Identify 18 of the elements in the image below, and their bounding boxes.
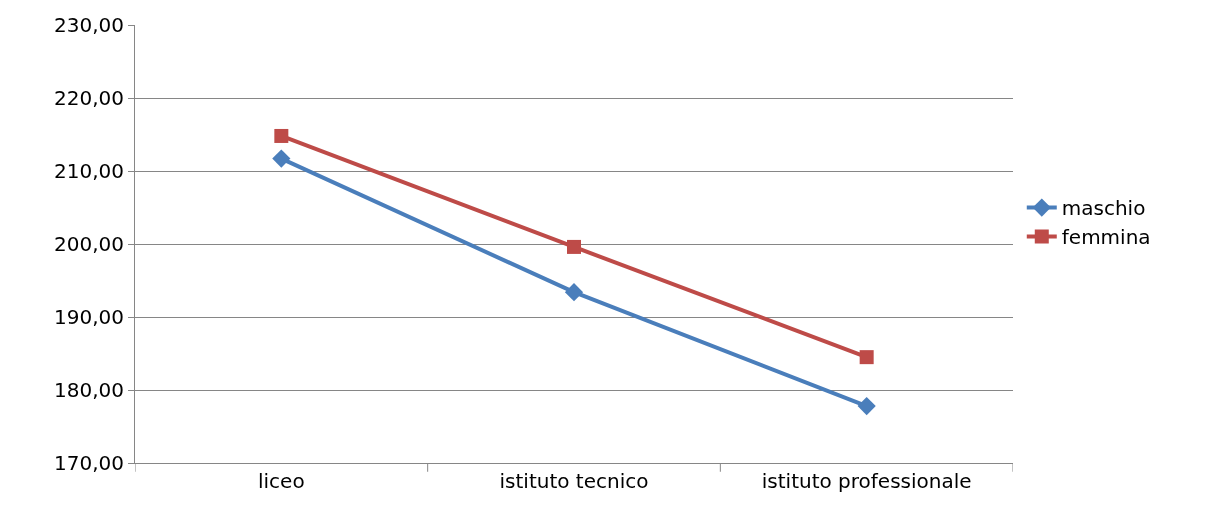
x-tick-label: istituto professionale [761, 469, 972, 493]
y-tick-label: 220,00 [54, 86, 124, 110]
legend-label: maschio [1061, 196, 1146, 221]
point [272, 149, 291, 168]
y-tick-label: 180,00 [54, 378, 124, 402]
point [274, 128, 289, 143]
point [564, 283, 584, 302]
y-tick-label: 230,00 [54, 13, 124, 37]
legend-label: femmina [1061, 225, 1151, 250]
x-tick-label: liceo [258, 469, 305, 493]
y-tick-label: 200,00 [54, 232, 124, 256]
point [859, 350, 874, 365]
point [567, 239, 581, 254]
point [857, 396, 876, 416]
y-tick-label: 210,00 [54, 159, 124, 183]
y-tick-label: 190,00 [54, 305, 124, 329]
y-tick-label: 170,00 [54, 451, 124, 475]
x-tick-label: istituto tecnico [499, 469, 649, 493]
